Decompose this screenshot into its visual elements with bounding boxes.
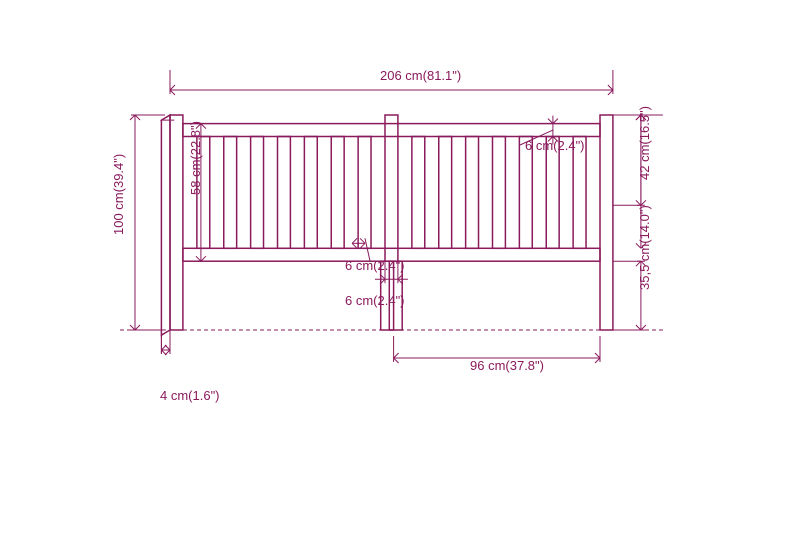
svg-text:6 cm(2.4"): 6 cm(2.4")	[345, 293, 405, 308]
svg-text:35,5 cm(14.0"): 35,5 cm(14.0")	[637, 205, 652, 290]
svg-text:100 cm(39.4"): 100 cm(39.4")	[111, 154, 126, 235]
svg-text:6 cm(2.4"): 6 cm(2.4")	[525, 138, 585, 153]
svg-text:4 cm(1.6"): 4 cm(1.6")	[160, 388, 220, 403]
svg-text:42 cm(16.5"): 42 cm(16.5")	[637, 106, 652, 180]
svg-text:96 cm(37.8"): 96 cm(37.8")	[470, 358, 544, 373]
svg-text:6 cm(2.4"): 6 cm(2.4")	[345, 258, 405, 273]
svg-text:58 cm(22.8"): 58 cm(22.8")	[188, 121, 203, 195]
svg-text:206 cm(81.1"): 206 cm(81.1")	[380, 68, 461, 83]
